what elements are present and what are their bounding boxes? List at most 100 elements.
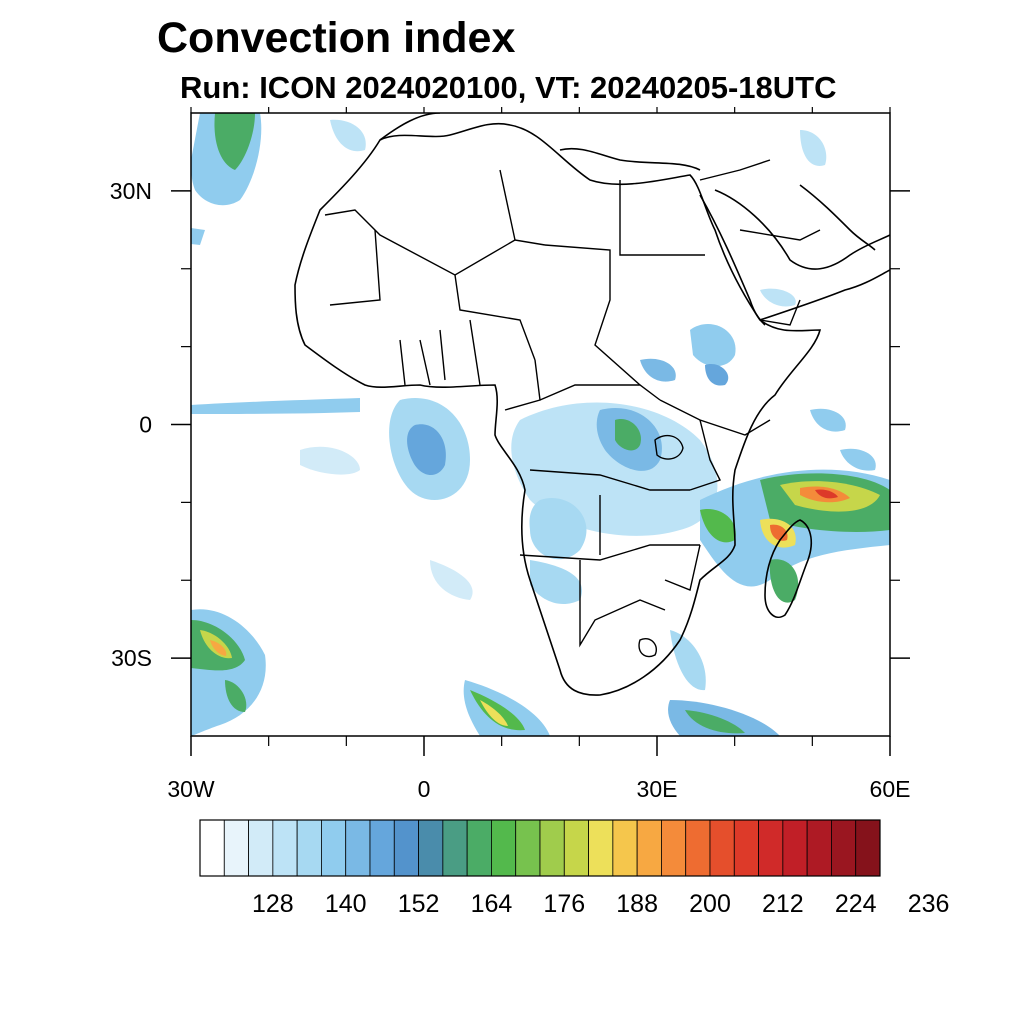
colorbar-swatch xyxy=(806,819,832,877)
field-patch xyxy=(191,398,360,414)
colorbar-swatch xyxy=(393,819,419,877)
lon-tick-label: 30W xyxy=(167,776,215,802)
colorbar-swatch xyxy=(539,819,565,877)
map-area xyxy=(190,112,891,737)
colorbar-labels: 128 140 152 164 176 188 200 212 224 236 xyxy=(252,890,949,918)
colorbar-frame xyxy=(199,819,881,877)
africa-coastline xyxy=(294,122,822,696)
border xyxy=(579,560,666,648)
border xyxy=(739,229,821,241)
border xyxy=(544,244,641,386)
colorbar-swatch xyxy=(563,819,589,877)
colorbar-tick-label: 128 xyxy=(252,890,294,918)
field-patch xyxy=(685,710,745,734)
convection-south-atlantic-region xyxy=(191,609,266,736)
colorbar-tick-label: 164 xyxy=(471,890,513,918)
chart-title: Convection index xyxy=(157,14,516,62)
border xyxy=(519,544,700,561)
colorbar-swatch xyxy=(491,819,517,877)
field-patch xyxy=(530,560,582,605)
field-patch xyxy=(640,358,676,382)
country-borders xyxy=(324,159,821,648)
colorbar-swatch xyxy=(709,819,735,877)
field-patch xyxy=(214,113,255,170)
colorbar-tick-label: 188 xyxy=(616,890,658,918)
convection-southern-ocean-region xyxy=(463,630,780,736)
lon-tick-label: 60E xyxy=(870,776,911,802)
field-patch xyxy=(670,630,706,691)
colorbar-swatch xyxy=(369,819,395,877)
lat-tick-label: 30S xyxy=(111,645,152,671)
colorbar xyxy=(199,819,881,877)
colorbar-swatch xyxy=(588,819,614,877)
colorbar-swatch xyxy=(758,819,784,877)
colorbar-swatch xyxy=(466,819,492,877)
border xyxy=(539,384,661,401)
field-patch xyxy=(840,448,876,471)
field-patch xyxy=(690,324,736,367)
field-patch xyxy=(300,446,360,475)
field-patch xyxy=(668,700,780,736)
field-patch xyxy=(470,690,525,731)
field-patch xyxy=(463,680,550,736)
colorbar-tick-label: 212 xyxy=(762,890,804,918)
field-patch xyxy=(225,680,247,712)
border xyxy=(499,169,516,241)
border xyxy=(399,319,481,386)
convection-north-atlantic-region xyxy=(191,113,366,245)
persian-gulf-coastline xyxy=(799,184,876,251)
colorbar-swatch xyxy=(442,819,468,877)
colorbar-tick-label: 176 xyxy=(543,890,585,918)
field-patch xyxy=(210,640,227,656)
colorbar-swatch xyxy=(661,819,687,877)
field-patch xyxy=(760,288,796,307)
field-patch xyxy=(430,560,473,600)
field-patch xyxy=(700,509,736,543)
axis-ticks xyxy=(171,107,910,756)
colorbar-swatch xyxy=(612,819,638,877)
colorbar-tick-label: 236 xyxy=(908,890,950,918)
lake-victoria xyxy=(654,434,684,460)
border xyxy=(619,180,705,256)
colorbar-swatch xyxy=(321,819,347,877)
border xyxy=(454,274,536,361)
lesotho-border xyxy=(638,638,657,658)
colorbar-tick-label: 224 xyxy=(835,890,877,918)
border xyxy=(324,209,546,276)
colorbar-swatch xyxy=(636,819,662,877)
convection-madagascar-region xyxy=(700,408,890,603)
chart-subtitle: Run: ICON 2024020100, VT: 20240205-18UTC xyxy=(180,70,837,105)
border xyxy=(759,299,801,326)
convection-ethiopia-region xyxy=(640,130,827,386)
colorbar-swatch xyxy=(831,819,857,877)
colorbar-swatch xyxy=(855,819,881,877)
border xyxy=(689,419,721,491)
border xyxy=(659,399,771,436)
field-patch xyxy=(615,419,641,451)
colorbar-swatch xyxy=(782,819,808,877)
lat-tick-label: 0 xyxy=(139,412,152,438)
field-patch xyxy=(800,130,827,166)
colorbar-swatch xyxy=(345,819,371,877)
axis-labels: 30W 0 30E 60E 30N 0 30S xyxy=(110,178,911,802)
colorbar-swatch xyxy=(248,819,274,877)
colorbar-swatch xyxy=(733,819,759,877)
colorbar-swatch xyxy=(223,819,249,877)
colorbar-tick-label: 140 xyxy=(325,890,367,918)
lon-tick-label: 0 xyxy=(418,776,431,802)
colorbar-tick-label: 200 xyxy=(689,890,731,918)
colorbar-swatch xyxy=(418,819,444,877)
field-patch xyxy=(480,700,508,726)
field-patch xyxy=(810,408,846,432)
lon-tick-label: 30E xyxy=(637,776,678,802)
colorbar-swatch xyxy=(199,819,225,877)
red-sea-coastline xyxy=(699,194,766,326)
border xyxy=(699,159,771,181)
field-patch xyxy=(815,489,838,499)
field-patch xyxy=(769,559,799,603)
border xyxy=(664,544,701,591)
colorbar-tick-label: 152 xyxy=(398,890,440,918)
field-patch xyxy=(407,424,446,476)
field-patch xyxy=(330,119,366,152)
